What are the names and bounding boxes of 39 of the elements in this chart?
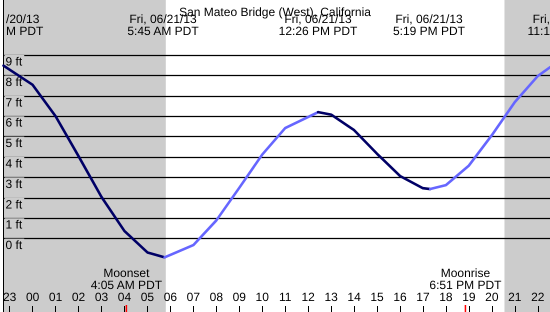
annotation: /20/13 M PDT <box>6 12 44 38</box>
ref-line-label: Moonset 4:05 AM PDT <box>90 266 163 292</box>
y-tick-label: 4 ft <box>6 156 23 171</box>
x-tick-label: 19 <box>462 290 476 304</box>
y-tick-label: 3 ft <box>6 176 23 191</box>
x-tick-label: 18 <box>439 290 453 304</box>
x-tick-label: 23 <box>2 290 17 304</box>
x-tick-label: 02 <box>72 290 86 304</box>
x-tick-label: 16 <box>393 290 407 304</box>
x-tick-label: 06 <box>164 290 178 304</box>
x-tick-label: 22 <box>531 290 545 304</box>
y-tick-label: 0 ft <box>6 238 23 252</box>
x-tick-label: 01 <box>48 290 63 304</box>
y-tick-label: 1 ft <box>6 218 23 232</box>
x-tick-label: 04 <box>118 290 132 304</box>
x-tick-label: 03 <box>94 290 109 304</box>
x-tick-label: 09 <box>232 290 246 304</box>
y-tick-label: 5 ft <box>6 136 23 150</box>
x-tick-label: 07 <box>186 290 200 304</box>
y-tick-label: 8 ft <box>6 74 23 89</box>
x-tick-label: 10 <box>256 290 270 304</box>
x-tick-label: 08 <box>210 290 224 304</box>
y-tick-label: 6 ft <box>6 116 23 130</box>
annotation: Fri, 06/21/13 5:19 PM PDT <box>392 12 466 38</box>
x-tick-label: 12 <box>301 290 316 304</box>
x-tick-label: 11 <box>278 290 292 304</box>
y-tick-label: 7 ft <box>6 95 23 110</box>
x-tick-label: 05 <box>140 290 154 304</box>
x-tick-label: 14 <box>347 290 362 304</box>
annotation: Fri, 11:1 <box>528 12 550 38</box>
x-tick-label: 00 <box>26 290 40 304</box>
x-tick-label: 20 <box>485 290 499 304</box>
y-tick-label: 2 ft <box>6 197 23 212</box>
x-tick-label: 21 <box>508 290 522 304</box>
y-tick-label: 9 ft <box>6 54 23 69</box>
ref-line-label: Moonrise 6:51 PM PDT <box>429 266 502 292</box>
x-tick-label: 13 <box>324 290 338 304</box>
x-tick-label: 17 <box>416 290 430 304</box>
x-tick-label: 15 <box>370 290 384 304</box>
